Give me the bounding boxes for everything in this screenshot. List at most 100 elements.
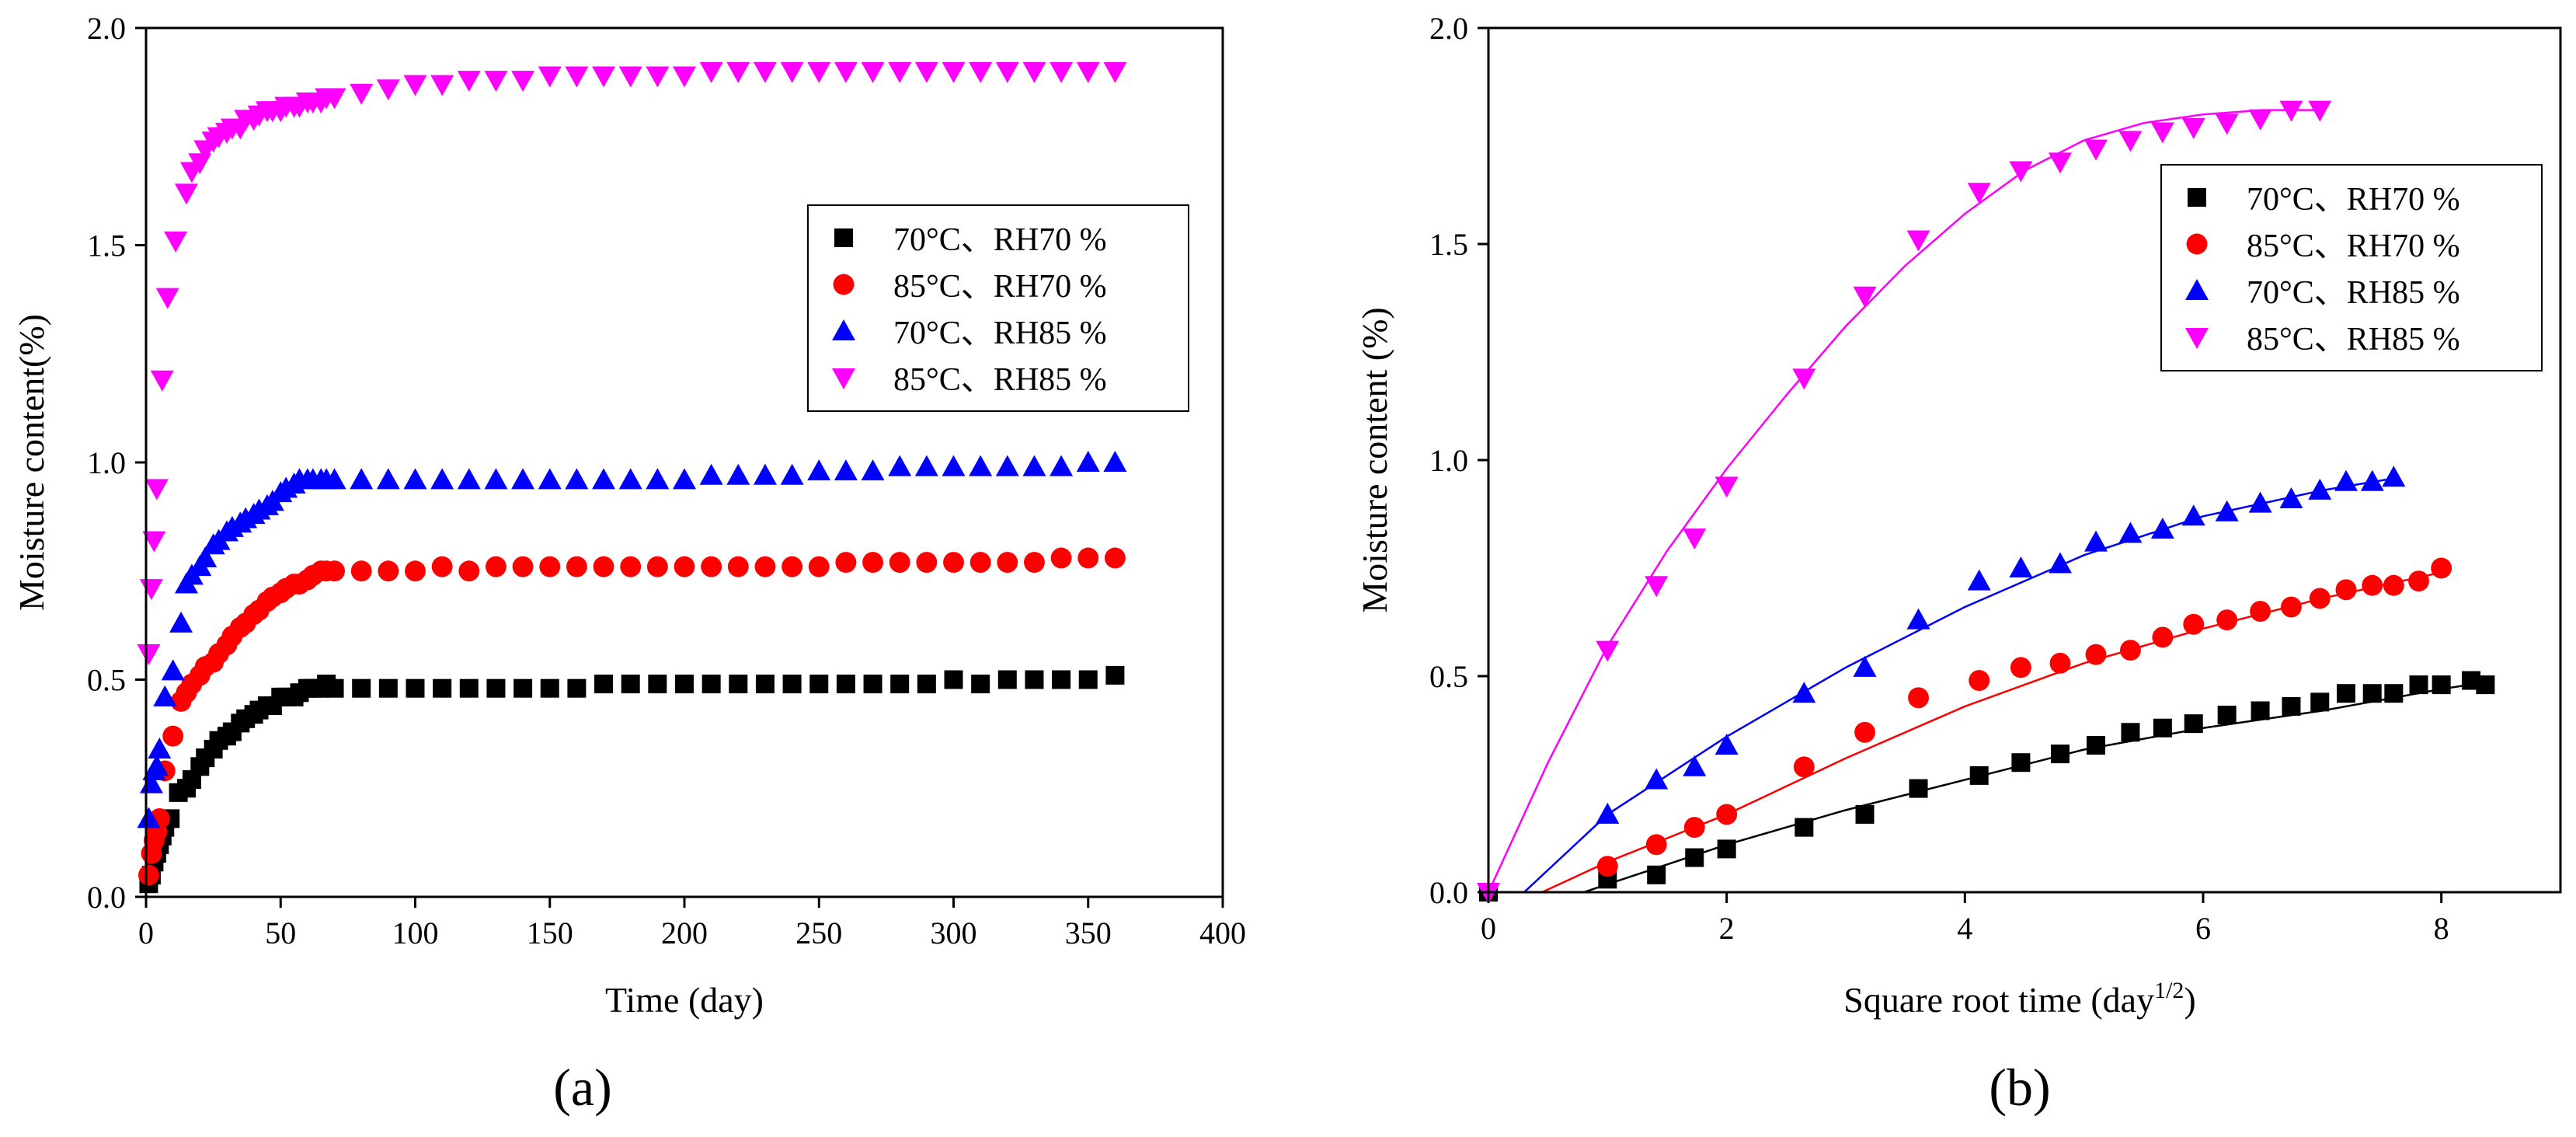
- data-point: [142, 531, 166, 553]
- data-point: [1716, 804, 1738, 825]
- data-point: [592, 468, 616, 490]
- data-point: [150, 370, 174, 392]
- data-point: [1596, 640, 1620, 662]
- data-point: [620, 556, 642, 577]
- chart-b-ylabel: Moisture content (%): [1355, 307, 1394, 612]
- series-square: [139, 665, 1125, 894]
- data-point: [193, 546, 218, 567]
- data-point: [2337, 684, 2355, 703]
- data-point: [594, 675, 614, 694]
- data-point: [2308, 100, 2332, 122]
- data-point: [780, 61, 804, 83]
- data-point: [161, 659, 185, 681]
- data-point: [836, 675, 855, 694]
- data-point: [726, 463, 750, 485]
- data-point: [1908, 687, 1929, 709]
- data-point: [807, 459, 831, 481]
- legend-marker: [832, 368, 855, 389]
- data-point: [486, 678, 506, 698]
- data-point: [646, 468, 670, 490]
- data-point: [890, 675, 910, 694]
- series-triangle-down: [137, 61, 1127, 665]
- data-point: [2282, 696, 2301, 716]
- data-point: [1714, 733, 1739, 755]
- data-point: [2362, 684, 2382, 703]
- data-point: [834, 459, 858, 481]
- data-point: [1793, 756, 1815, 778]
- data-point: [1683, 528, 1707, 550]
- data-point: [1050, 61, 1074, 83]
- data-point: [155, 288, 179, 309]
- data-point: [1103, 451, 1127, 472]
- data-point: [1794, 818, 1814, 837]
- chart-b-ticks: 0 2 4 6 8 0.0 0.5 1.0 1.5 2.0: [1429, 11, 2449, 946]
- x-tick-label: 300: [931, 916, 977, 950]
- data-point: [917, 675, 936, 694]
- data-point: [2181, 504, 2205, 526]
- data-point: [888, 61, 912, 83]
- data-point: [2181, 117, 2205, 139]
- data-point: [486, 556, 506, 577]
- data-point: [2216, 609, 2238, 631]
- data-point: [914, 61, 938, 83]
- x-tick-label: 50: [265, 916, 296, 950]
- data-point: [322, 468, 346, 490]
- data-point: [2009, 161, 2033, 183]
- chart-b-legend: 70°C、RH70 % 85°C、RH70 % 70°C、RH85 % 85°C、RH…: [2160, 164, 2543, 371]
- data-point: [2084, 139, 2108, 161]
- data-point: [1714, 476, 1739, 498]
- data-point: [513, 678, 533, 698]
- data-point: [834, 61, 858, 83]
- data-point: [2153, 718, 2172, 738]
- data-point: [863, 675, 882, 694]
- data-point: [459, 678, 479, 698]
- data-point: [1104, 547, 1126, 569]
- chart-a-ylabel: Moisture content(%): [12, 314, 51, 611]
- data-point: [538, 66, 562, 88]
- data-point: [1854, 721, 1875, 743]
- data-point: [675, 675, 694, 694]
- data-point: [969, 61, 993, 83]
- data-point: [997, 670, 1017, 689]
- x-tick-label: 350: [1065, 916, 1112, 950]
- series-square: [1479, 671, 2495, 902]
- data-point: [1717, 839, 1736, 859]
- data-point: [1647, 865, 1666, 884]
- data-point: [352, 678, 371, 698]
- data-point: [137, 643, 161, 665]
- data-point: [618, 468, 642, 490]
- data-point: [1024, 552, 1045, 574]
- data-point: [1022, 61, 1046, 83]
- data-point: [753, 463, 777, 485]
- fit-line: [1541, 571, 2442, 894]
- data-point: [995, 61, 1019, 83]
- legend-label: 70°C、RH85 %: [893, 316, 1107, 351]
- chart-b-panel-label: (b): [1989, 1058, 2050, 1117]
- data-point: [2432, 675, 2451, 695]
- data-point: [2217, 706, 2237, 725]
- data-point: [511, 71, 535, 92]
- data-point: [2215, 113, 2239, 135]
- legend-marker: [2186, 233, 2208, 255]
- data-point: [2084, 530, 2108, 552]
- data-point: [2121, 723, 2140, 742]
- x-tick-label: 2: [1719, 911, 1735, 946]
- data-point: [430, 468, 454, 490]
- x-tick-label: 200: [661, 916, 708, 950]
- data-point: [621, 675, 640, 694]
- data-point: [729, 675, 748, 694]
- data-point: [1050, 547, 1072, 569]
- legend-label: 85°C、RH85 %: [893, 362, 1107, 398]
- chart-a-xlabel: Time (day): [605, 980, 764, 1020]
- data-point: [593, 556, 614, 577]
- data-point: [673, 66, 696, 88]
- data-point: [1596, 802, 1620, 824]
- data-point: [701, 556, 722, 577]
- data-point: [2118, 131, 2143, 152]
- data-point: [726, 61, 750, 83]
- data-point: [511, 468, 535, 490]
- data-point: [753, 61, 777, 83]
- data-point: [835, 552, 857, 574]
- data-point: [861, 61, 885, 83]
- data-point: [2281, 596, 2302, 618]
